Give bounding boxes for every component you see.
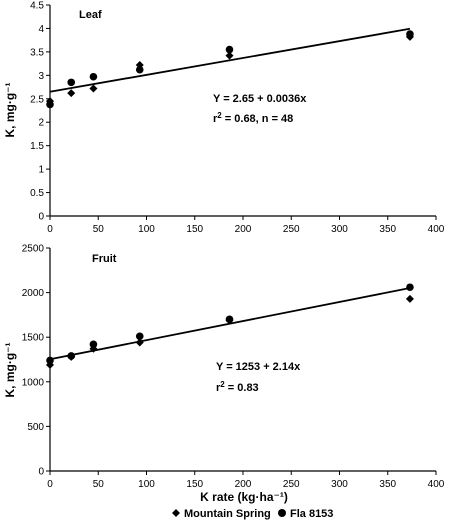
leaf-x-tick-label: 250: [283, 224, 300, 235]
fruit-x-tick-label: 50: [93, 479, 105, 490]
leaf-y-tick-label: 1: [38, 165, 44, 176]
leaf-y-tick-label: 3.5: [30, 47, 44, 58]
leaf-point-fla-8153: [225, 45, 234, 54]
leaf-x-tick-label: 0: [47, 224, 53, 235]
leaf-fit-equation: Y = 2.65 + 0.0036x: [213, 93, 307, 105]
fruit-stats-prefix: r: [216, 382, 221, 394]
fruit-point-fla-8153: [135, 332, 144, 341]
legend-marker-circle: [278, 509, 286, 517]
leaf-y-tick-label: 0.5: [30, 188, 44, 199]
leaf-point-fla-8153: [46, 100, 54, 109]
legend: Mountain Spring Fla 8153: [172, 508, 333, 520]
fruit-point-fla-8153: [406, 283, 414, 292]
fruit-panel-label: Fruit: [92, 253, 117, 265]
fruit-x-tick-label: 400: [428, 479, 445, 490]
leaf-point-fla-8153: [406, 30, 414, 38]
fruit-x-axis-label: K rate (kg·ha⁻¹): [200, 490, 288, 504]
fruit-x-tick-label: 150: [186, 479, 203, 490]
leaf-y-tick-label: 2: [38, 118, 44, 129]
fruit-point-mountain-spring: [405, 294, 414, 303]
fruit-x-tick-label: 0: [47, 479, 53, 490]
leaf-x-tick-label: 150: [186, 224, 203, 235]
leaf-y-axis-label: K, mg·g⁻¹: [3, 83, 17, 138]
fruit-fit-equation: Y = 1253 + 2.14x: [216, 361, 301, 373]
leaf-x-tick-label: 350: [379, 224, 396, 235]
leaf-x-tick-label: 50: [93, 224, 105, 235]
fruit-y-tick-label: 1000: [22, 377, 45, 388]
leaf-panel: Leaf Y = 2.65 + 0.0036x r2 = 0.68, n = 4…: [3, 1, 445, 236]
leaf-point-fla-8153: [67, 78, 76, 87]
leaf-y-tick-label: 0: [38, 212, 44, 223]
leaf-point-mountain-spring: [89, 84, 98, 93]
fruit-x-tick-label: 350: [379, 479, 396, 490]
leaf-panel-label: Leaf: [79, 9, 102, 21]
fruit-x-tick-label: 200: [235, 479, 252, 490]
legend-marker-diamond: [172, 509, 180, 517]
leaf-y-tick-label: 1.5: [30, 141, 44, 152]
leaf-x-tick-label: 300: [331, 224, 348, 235]
fruit-stats-exponent: 2: [220, 380, 225, 389]
leaf-x-tick-label: 200: [235, 224, 252, 235]
leaf-stats-exponent: 2: [217, 111, 222, 120]
leaf-point-fla-8153: [135, 65, 144, 74]
fruit-y-axis-label: K, mg·g⁻¹: [3, 343, 17, 398]
leaf-y-tick-label: 4.5: [30, 1, 44, 12]
leaf-y-tick-label: 2.5: [30, 94, 44, 105]
leaf-x-tick-label: 400: [428, 224, 445, 235]
leaf-fit-stats: r2 = 0.68, n = 48: [213, 111, 293, 125]
leaf-stats-prefix: r: [213, 113, 218, 125]
leaf-stats-rest: = 0.68, n = 48: [222, 113, 294, 125]
leaf-point-mountain-spring: [67, 89, 76, 98]
fruit-y-tick-label: 0: [38, 467, 44, 478]
legend-label-fla-8153: Fla 8153: [290, 508, 333, 520]
legend-label-mountain-spring: Mountain Spring: [184, 508, 271, 520]
fruit-point-fla-8153: [225, 315, 234, 324]
leaf-regression-line: [49, 27, 411, 93]
fruit-point-fla-8153: [46, 356, 54, 365]
fruit-point-fla-8153: [89, 340, 98, 349]
fruit-y-tick-label: 1500: [22, 333, 45, 344]
fruit-x-tick-label: 300: [331, 479, 348, 490]
fruit-stats-rest: = 0.83: [225, 382, 259, 394]
fruit-point-fla-8153: [67, 352, 76, 360]
fruit-y-tick-label: 500: [27, 422, 44, 433]
fruit-x-tick-label: 250: [283, 479, 300, 490]
leaf-point-fla-8153: [89, 72, 98, 81]
leaf-x-tick-label: 100: [138, 224, 155, 235]
fruit-fit-stats: r2 = 0.83: [216, 380, 259, 394]
fruit-x-tick-label: 100: [138, 479, 155, 490]
fruit-y-tick-label: 2500: [22, 244, 45, 255]
leaf-point-mountain-spring: [225, 51, 234, 60]
leaf-y-tick-label: 3: [38, 71, 44, 82]
leaf-y-tick-label: 4: [38, 24, 44, 35]
fruit-panel: Fruit Y = 1253 + 2.14x r2 = 0.83 K, mg·g…: [3, 244, 445, 505]
fruit-y-tick-label: 2000: [22, 288, 45, 299]
fruit-point-mountain-spring: [135, 338, 144, 347]
